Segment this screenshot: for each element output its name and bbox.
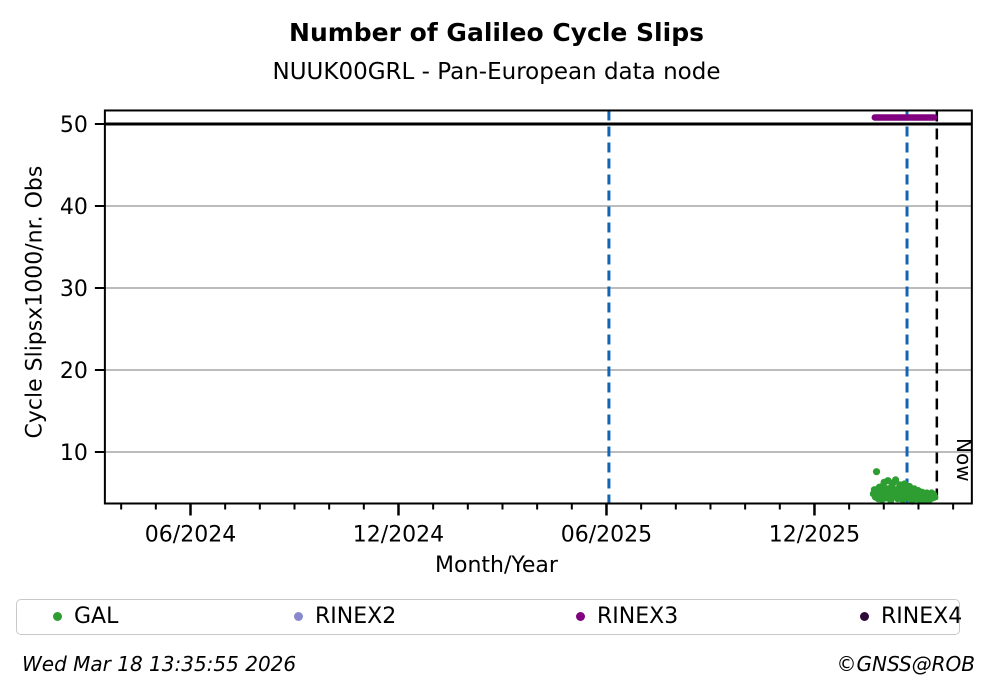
x-tick-label: 06/2025	[561, 522, 652, 547]
gal-marker-icon	[53, 612, 62, 621]
legend-label-gal: GAL	[74, 604, 119, 629]
legend-item-rinex2: RINEX2	[294, 600, 396, 633]
x-tick-label: 12/2024	[353, 522, 444, 547]
y-tick-label: 10	[60, 441, 88, 466]
rinex4-marker-icon	[860, 612, 869, 621]
y-tick-label: 30	[60, 277, 88, 302]
x-tick-label: 12/2025	[769, 522, 860, 547]
legend-label-rinex4: RINEX4	[881, 604, 963, 629]
plot-timestamp: Wed Mar 18 13:35:55 2026	[22, 652, 297, 676]
gal-point	[931, 493, 939, 501]
rinex2-marker-icon	[294, 612, 303, 621]
rinex3-marker-icon	[576, 612, 585, 621]
legend: GAL RINEX2 RINEX3 RINEX4	[16, 599, 962, 635]
x-axis-label: Month/Year	[435, 553, 558, 578]
x-tick-label: 06/2024	[145, 522, 236, 547]
chart-title: Number of Galileo Cycle Slips	[289, 18, 704, 47]
legend-label-rinex2: RINEX2	[315, 604, 397, 629]
legend-label-rinex3: RINEX3	[597, 604, 679, 629]
y-tick-label: 20	[60, 359, 88, 384]
legend-item-rinex4: RINEX4	[860, 600, 962, 633]
legend-item-rinex3: RINEX3	[576, 600, 678, 633]
gal-point	[891, 476, 900, 484]
chart-subtitle: NUUK00GRL - Pan-European data node	[272, 59, 721, 85]
y-tick-label: 40	[60, 195, 88, 220]
plot-border	[103, 109, 973, 505]
gal-point	[872, 468, 881, 476]
legend-item-gal: GAL	[53, 600, 118, 633]
y-tick-label: 50	[60, 113, 88, 138]
copyright-credit: ©GNSS@ROB	[836, 652, 976, 676]
